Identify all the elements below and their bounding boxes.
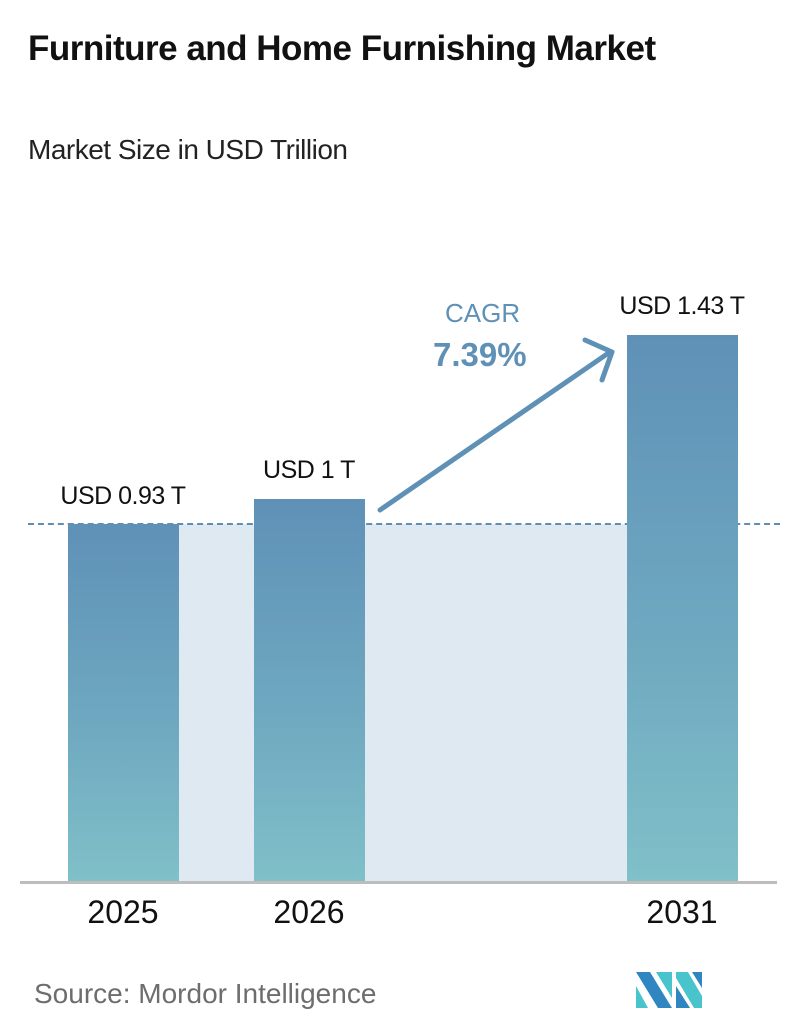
- bar-2026: [254, 499, 365, 882]
- mordor-intelligence-logo-icon: [636, 972, 702, 1008]
- bar-2031: [627, 335, 738, 882]
- bar-label-2031: USD 1.43 T: [619, 292, 745, 320]
- cagr-label: CAGR: [445, 298, 521, 328]
- bar-2025: [68, 524, 179, 882]
- x-tick-2025: 2025: [87, 894, 159, 930]
- x-tick-2031: 2031: [646, 894, 718, 930]
- bar-label-2026: USD 1 T: [263, 456, 355, 484]
- x-tick-2026: 2026: [273, 894, 345, 930]
- chart-title: Furniture and Home Furnishing Market: [28, 29, 656, 68]
- cagr-value: 7.39%: [433, 336, 527, 373]
- bar-label-2025: USD 0.93 T: [60, 482, 186, 510]
- source-text: Source: Mordor Intelligence: [34, 978, 377, 1009]
- reference-dashed-line: [28, 523, 780, 525]
- chart-subtitle: Market Size in USD Trillion: [28, 134, 348, 165]
- baseline-fill-region: [68, 524, 738, 882]
- x-axis-line: [20, 881, 777, 884]
